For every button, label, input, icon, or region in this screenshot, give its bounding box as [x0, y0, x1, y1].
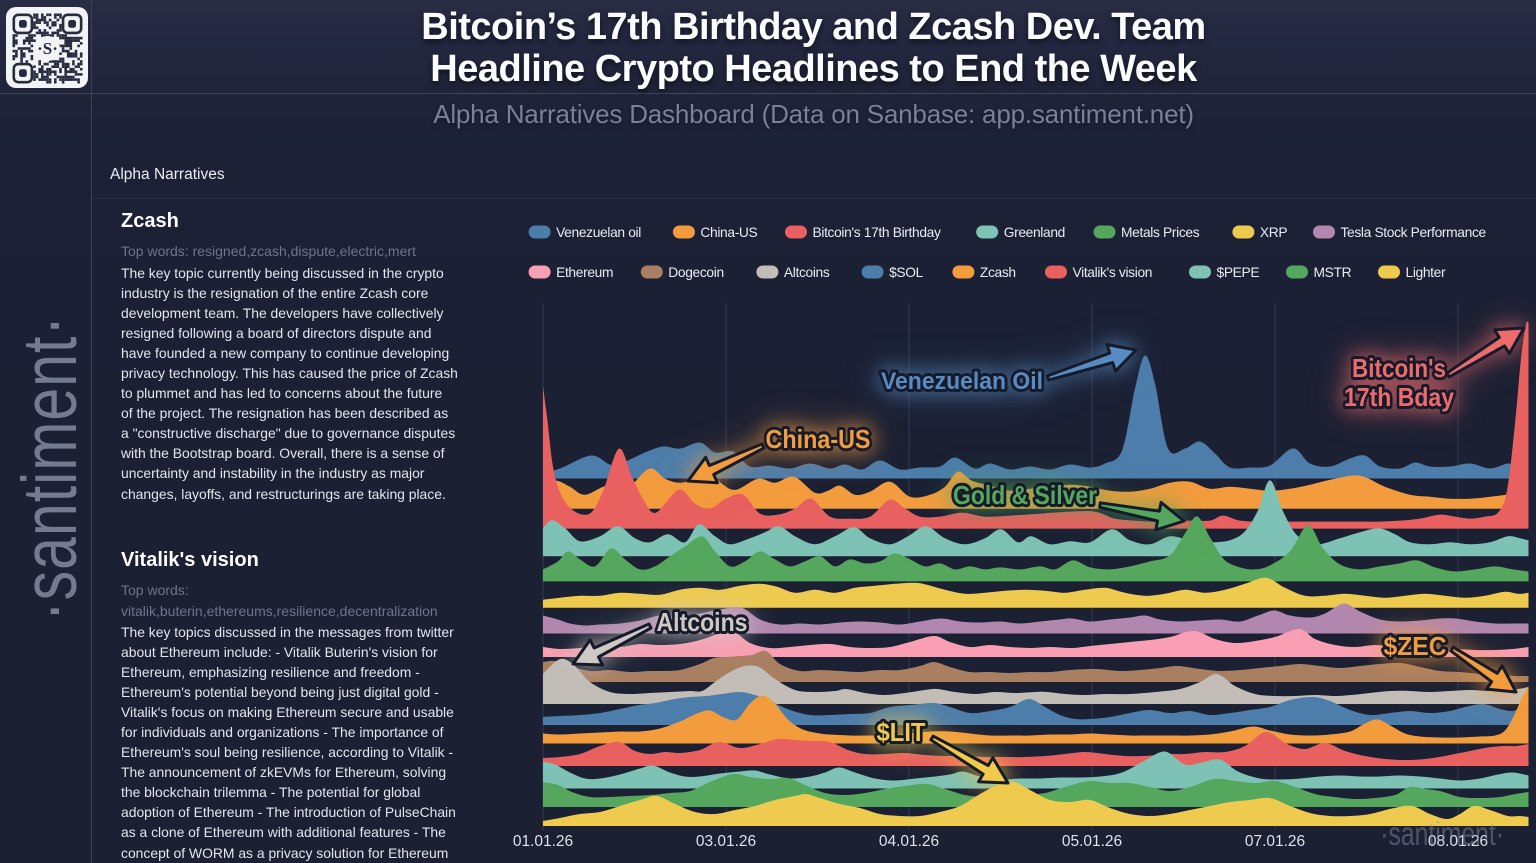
svg-text:·S·: ·S·	[37, 39, 58, 58]
svg-text:Greenland: Greenland	[1004, 225, 1065, 240]
svg-text:01.01.26: 01.01.26	[513, 833, 573, 850]
svg-text:Bitcoin's: Bitcoin's	[1352, 353, 1446, 383]
svg-text:05.01.26: 05.01.26	[1062, 833, 1122, 850]
svg-text:$SOL: $SOL	[889, 265, 924, 280]
svg-text:XRP: XRP	[1260, 225, 1287, 240]
svg-text:Zcash: Zcash	[980, 265, 1016, 280]
svg-text:08.01.26: 08.01.26	[1428, 833, 1488, 850]
svg-text:MSTR: MSTR	[1314, 265, 1352, 280]
svg-text:Altcoins: Altcoins	[657, 607, 748, 637]
svg-text:Bitcoin's 17th Birthday: Bitcoin's 17th Birthday	[813, 225, 941, 240]
svg-text:·santiment·: ·santiment·	[1380, 817, 1504, 853]
svg-text:Ethereum: Ethereum	[556, 265, 613, 280]
svg-text:Lighter: Lighter	[1406, 265, 1446, 280]
svg-text:Vitalik's vision: Vitalik's vision	[1073, 265, 1153, 280]
svg-text:Venezuelan Oil: Venezuelan Oil	[881, 368, 1043, 395]
svg-text:$ZEC: $ZEC	[1384, 631, 1447, 661]
svg-text:17th Bday: 17th Bday	[1344, 382, 1454, 412]
svg-text:Altcoins: Altcoins	[784, 265, 830, 280]
svg-text:China-US: China-US	[766, 424, 871, 454]
svg-text:$LIT: $LIT	[877, 717, 926, 747]
svg-text:Tesla Stock Performance: Tesla Stock Performance	[1341, 225, 1487, 240]
svg-text:03.01.26: 03.01.26	[696, 833, 756, 850]
svg-text:Venezuelan oil: Venezuelan oil	[556, 225, 641, 240]
svg-text:07.01.26: 07.01.26	[1245, 833, 1305, 850]
svg-text:$PEPE: $PEPE	[1217, 265, 1260, 280]
svg-text:Gold & Silver: Gold & Silver	[953, 480, 1097, 510]
svg-text:China-US: China-US	[700, 225, 757, 240]
svg-text:04.01.26: 04.01.26	[879, 833, 939, 850]
svg-text:Dogecoin: Dogecoin	[668, 265, 724, 280]
svg-text:Metals Prices: Metals Prices	[1121, 225, 1200, 240]
